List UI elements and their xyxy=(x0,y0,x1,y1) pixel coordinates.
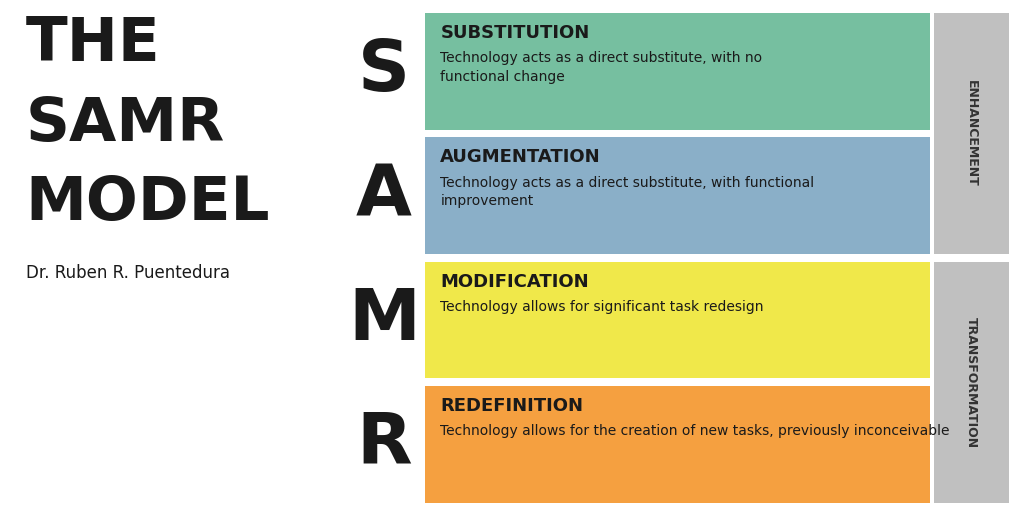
Text: THE: THE xyxy=(26,15,160,74)
Text: Technology allows for significant task redesign: Technology allows for significant task r… xyxy=(440,300,764,314)
Text: Technology acts as a direct substitute, with functional
improvement: Technology acts as a direct substitute, … xyxy=(440,176,814,208)
Text: Dr. Ruben R. Puentedura: Dr. Ruben R. Puentedura xyxy=(26,264,229,282)
Text: SAMR: SAMR xyxy=(26,95,225,154)
Text: AUGMENTATION: AUGMENTATION xyxy=(440,148,601,166)
Text: REDEFINITION: REDEFINITION xyxy=(440,397,584,415)
Text: MODEL: MODEL xyxy=(26,174,270,233)
Text: MODIFICATION: MODIFICATION xyxy=(440,273,589,291)
FancyBboxPatch shape xyxy=(425,13,930,130)
Text: Technology acts as a direct substitute, with no
functional change: Technology acts as a direct substitute, … xyxy=(440,51,763,83)
FancyBboxPatch shape xyxy=(934,13,1009,254)
Text: A: A xyxy=(356,161,412,230)
FancyBboxPatch shape xyxy=(934,262,1009,503)
FancyBboxPatch shape xyxy=(425,137,930,254)
Text: ENHANCEMENT: ENHANCEMENT xyxy=(965,80,978,187)
Text: R: R xyxy=(356,410,412,479)
FancyBboxPatch shape xyxy=(425,262,930,378)
Text: SUBSTITUTION: SUBSTITUTION xyxy=(440,24,590,42)
Text: TRANSFORMATION: TRANSFORMATION xyxy=(965,316,978,448)
Text: Technology allows for the creation of new tasks, previously inconceivable: Technology allows for the creation of ne… xyxy=(440,424,950,438)
FancyBboxPatch shape xyxy=(425,386,930,503)
Text: M: M xyxy=(348,286,420,354)
Text: S: S xyxy=(358,37,410,105)
